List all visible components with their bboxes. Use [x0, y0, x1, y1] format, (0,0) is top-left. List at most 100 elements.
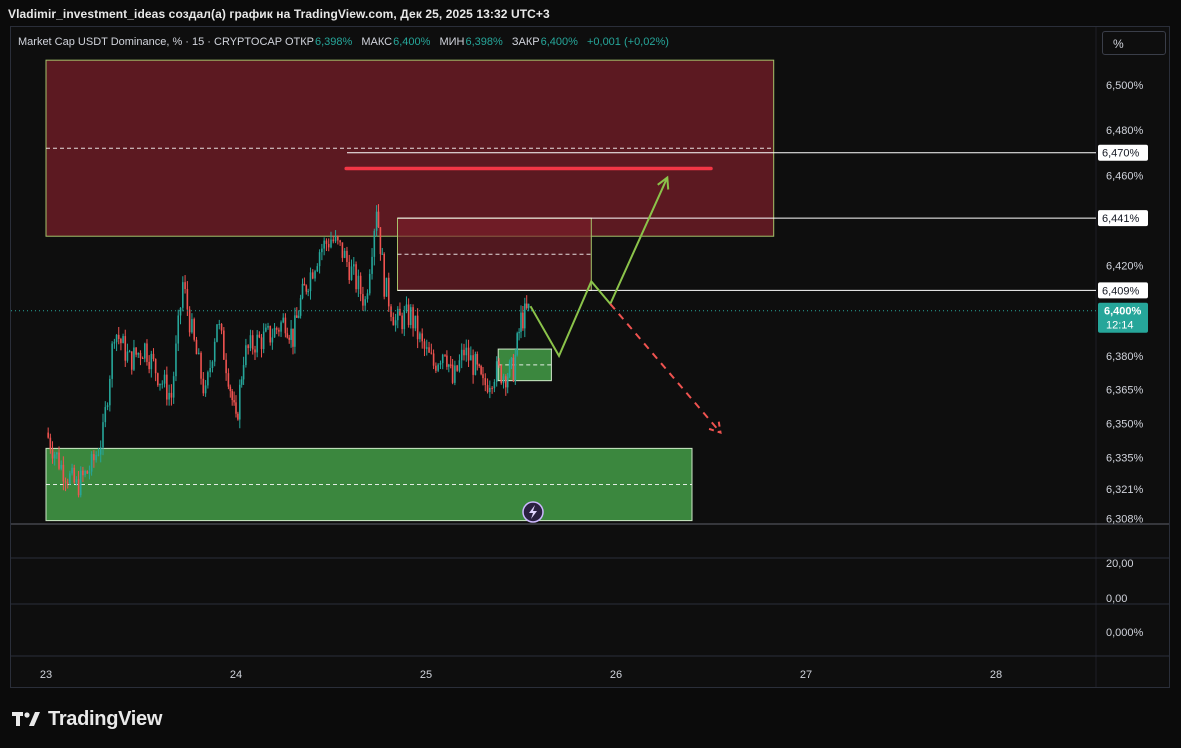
candle-body — [355, 264, 357, 290]
candle-body — [448, 364, 450, 367]
candle-body — [286, 333, 289, 338]
price-axis-tick: 6,350% — [1106, 419, 1144, 431]
candle-body — [86, 470, 89, 474]
candle-body — [514, 354, 517, 382]
legend-low-label: МИН — [439, 36, 465, 48]
candle-body — [137, 352, 140, 355]
brand: TradingView — [12, 707, 162, 731]
candle-body — [168, 392, 170, 400]
candle-body — [472, 355, 474, 375]
candle-body — [480, 365, 482, 375]
candle-body — [428, 347, 430, 353]
candle-body — [152, 353, 155, 359]
candle-body — [314, 271, 316, 279]
indicator-axis-tick: 0,00 — [1106, 593, 1127, 605]
candle-body — [242, 365, 245, 380]
candle-body — [407, 304, 410, 325]
candle-body — [278, 329, 280, 332]
candle-body — [478, 364, 480, 366]
bullish-arrow-head — [657, 175, 670, 190]
candle-body — [430, 352, 433, 354]
candle-body — [425, 347, 428, 349]
candle-body — [262, 331, 265, 350]
candle-body — [307, 291, 309, 293]
candle-body — [465, 347, 468, 356]
candle-body — [296, 315, 298, 318]
candle-body — [193, 319, 195, 340]
candle-body — [120, 338, 122, 344]
candle-body — [311, 272, 314, 279]
candle-body — [53, 454, 56, 459]
candle-body — [476, 354, 479, 365]
time-axis-tick: 28 — [990, 669, 1002, 681]
price-tag-box — [1098, 282, 1148, 299]
price-tag-text: 6,441% — [1102, 213, 1140, 225]
legend-change: +0,001 (+0,02%) — [586, 36, 669, 48]
candle-body — [177, 315, 180, 344]
candle-body — [231, 391, 233, 401]
legend-open-label: ОТКР — [284, 36, 314, 48]
plot-area — [45, 59, 1096, 522]
candle-body — [421, 333, 423, 342]
candle-body — [325, 240, 328, 244]
candle-body — [73, 467, 76, 483]
candle-body — [195, 339, 198, 355]
candle-body — [99, 447, 102, 455]
candle-body — [235, 402, 237, 414]
candle-body — [399, 308, 401, 316]
candle-body — [524, 303, 526, 329]
price-axis-tick: 6,321% — [1106, 484, 1144, 496]
candle-body — [309, 272, 312, 292]
candle-body — [297, 315, 300, 318]
candle-body — [122, 336, 124, 344]
indicator-axis-tick: 20,00 — [1106, 558, 1134, 570]
last-price-box — [1098, 302, 1148, 333]
candle-body — [510, 357, 513, 362]
candle-body — [412, 307, 414, 329]
candle-body — [299, 298, 302, 316]
percent-scale-button[interactable]: % — [1102, 31, 1166, 55]
candle-body — [394, 320, 397, 326]
candle-body — [525, 303, 528, 309]
candle-body — [392, 316, 395, 326]
candle-body — [512, 357, 515, 382]
candle-body — [414, 315, 417, 329]
candle-body — [432, 353, 435, 366]
candle-body — [486, 385, 489, 393]
candle-body — [60, 464, 62, 469]
time-axis-tick: 25 — [420, 669, 432, 681]
time-axis-tick: 24 — [230, 669, 242, 681]
candle-body — [446, 355, 448, 367]
candle-body — [341, 242, 344, 258]
candle-body — [233, 400, 235, 403]
candle-body — [294, 315, 296, 347]
candle-body — [218, 324, 221, 326]
candle-body — [343, 250, 346, 258]
candle-body — [290, 328, 292, 340]
candle-body — [339, 240, 341, 243]
price-tag-text: 6,470% — [1102, 148, 1140, 160]
candle-body — [207, 372, 209, 386]
candle-body — [197, 352, 200, 355]
candle-body — [128, 351, 131, 353]
candle-body — [139, 352, 142, 358]
candle-body — [456, 365, 458, 371]
candle-body — [403, 311, 406, 330]
candle-body — [337, 236, 339, 241]
legend-high-label: МАКС — [361, 36, 393, 48]
event-bolt — [529, 505, 537, 519]
candle-body — [202, 378, 205, 394]
candle-body — [405, 304, 408, 312]
top-bar: Vladimir_investment_ideas создал(а) граф… — [0, 0, 1181, 26]
candle-body — [211, 361, 214, 369]
candle-body — [330, 239, 332, 248]
candle-body — [251, 335, 254, 350]
candle-body — [166, 374, 168, 400]
candle-body — [200, 352, 202, 379]
candle-body — [334, 236, 337, 242]
candle-body — [484, 378, 487, 386]
candle-body — [172, 376, 175, 398]
candle-body — [292, 328, 294, 347]
candle-body — [467, 347, 470, 361]
